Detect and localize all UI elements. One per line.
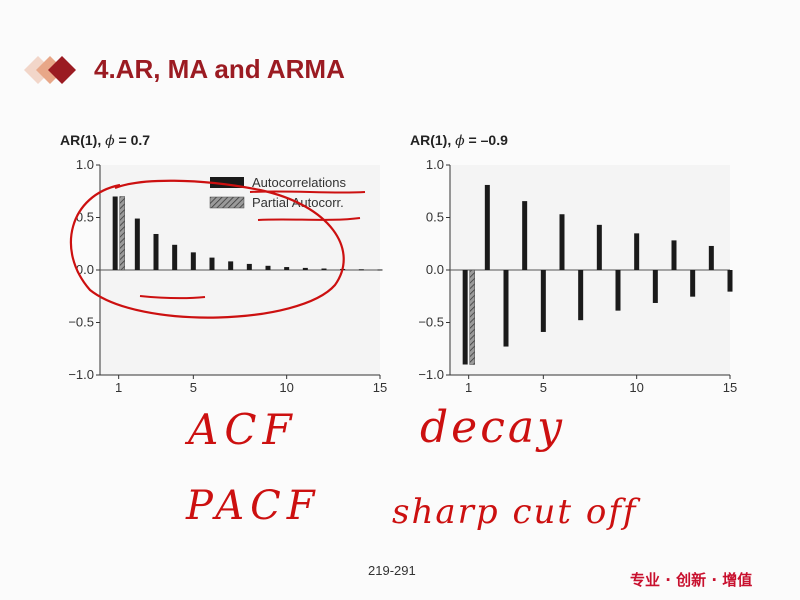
diamond-logo-icon <box>24 56 76 84</box>
acf-bar <box>228 261 234 270</box>
acf-bar <box>358 269 364 271</box>
acf-bar <box>690 270 696 297</box>
legend-swatch-pacf <box>209 196 245 209</box>
x-tick-label: 10 <box>629 380 643 395</box>
chart-1-title: AR(1), ϕ = 0.7 <box>60 132 150 149</box>
acf-bar <box>578 270 584 321</box>
y-tick-label: −1.0 <box>68 367 94 382</box>
acf-bar <box>246 263 252 270</box>
acf-bar <box>634 233 640 270</box>
x-tick-label: 1 <box>115 380 122 395</box>
acf-bar <box>727 270 733 292</box>
handwritten-acf: ACF <box>188 405 298 454</box>
slide-header: 4.AR, MA and ARMA <box>22 50 542 90</box>
page-number: 219-291 <box>368 563 416 578</box>
y-tick-label: 0.0 <box>426 262 444 277</box>
acf-bar <box>377 269 383 271</box>
acf-bar <box>596 224 602 270</box>
chart-1-title-prefix: AR(1), <box>60 132 106 148</box>
acf-bar <box>462 270 468 365</box>
y-tick-label: 1.0 <box>426 157 444 172</box>
y-tick-label: 0.5 <box>76 210 94 225</box>
acf-bar <box>153 233 159 270</box>
handwritten-decay: decay <box>420 402 565 453</box>
acf-bar <box>302 267 308 270</box>
chart-1-title-suffix: = 0.7 <box>114 132 151 148</box>
x-tick-label: 5 <box>540 380 547 395</box>
phi-symbol: ϕ <box>105 133 115 149</box>
y-tick-label: 0.5 <box>426 210 444 225</box>
handwritten-pacf: PACF <box>186 483 321 529</box>
handwritten-ellipse <box>69 179 345 319</box>
handwritten-underline <box>257 217 361 221</box>
acf-bar <box>190 252 196 270</box>
acf-bar <box>321 268 327 270</box>
acf-bar <box>559 214 565 270</box>
acf-bar <box>540 270 546 332</box>
slide-title: 4.AR, MA and ARMA <box>94 54 345 84</box>
y-tick-label: 0.0 <box>76 262 94 277</box>
chart-2-title-suffix: = –0.9 <box>464 132 508 148</box>
chart-1: 1.00.50.0−0.5−1.01 5 10 15AutocorrelationsP… <box>68 157 387 395</box>
pacf-bar <box>119 196 125 271</box>
acf-bar <box>284 267 290 270</box>
footer-slogan: 专业 · 创新 · 增值 <box>630 571 753 589</box>
pacf-bar <box>469 269 475 365</box>
acf-bar <box>615 270 621 311</box>
x-tick-label: 15 <box>723 380 737 395</box>
y-tick-label: −0.5 <box>68 315 94 330</box>
acf-bar <box>652 270 658 303</box>
x-tick-label: 5 <box>190 380 197 395</box>
x-tick-label: 1 <box>465 380 472 395</box>
acf-bar <box>484 184 490 270</box>
chart-2-title: AR(1), ϕ = –0.9 <box>410 132 508 149</box>
handwritten-underline <box>249 190 366 194</box>
acf-bar <box>522 201 528 270</box>
acf-bar <box>671 240 677 270</box>
legend-swatch-acf <box>210 177 244 188</box>
acf-bar <box>503 270 509 347</box>
acf-bar <box>134 218 140 270</box>
handwritten-stroke <box>139 295 206 300</box>
y-tick-label: −0.5 <box>418 315 444 330</box>
chart-2-title-prefix: AR(1), <box>410 132 456 148</box>
legend-label-acf: Autocorrelations <box>252 175 346 190</box>
acf-bar <box>708 245 714 270</box>
acf-bar <box>209 257 215 270</box>
acf-bar <box>112 196 118 270</box>
x-tick-label: 10 <box>279 380 293 395</box>
y-tick-label: −1.0 <box>418 367 444 382</box>
y-tick-label: 1.0 <box>76 157 94 172</box>
chart-2: 1.00.50.0−0.5−1.01 5 10 15 <box>418 157 737 395</box>
x-tick-label: 15 <box>373 380 387 395</box>
handwritten-sharp-cut-off: sharp cut off <box>392 492 638 532</box>
acf-bar <box>172 244 178 270</box>
phi-symbol: ϕ <box>455 133 465 149</box>
acf-bar <box>265 265 271 270</box>
